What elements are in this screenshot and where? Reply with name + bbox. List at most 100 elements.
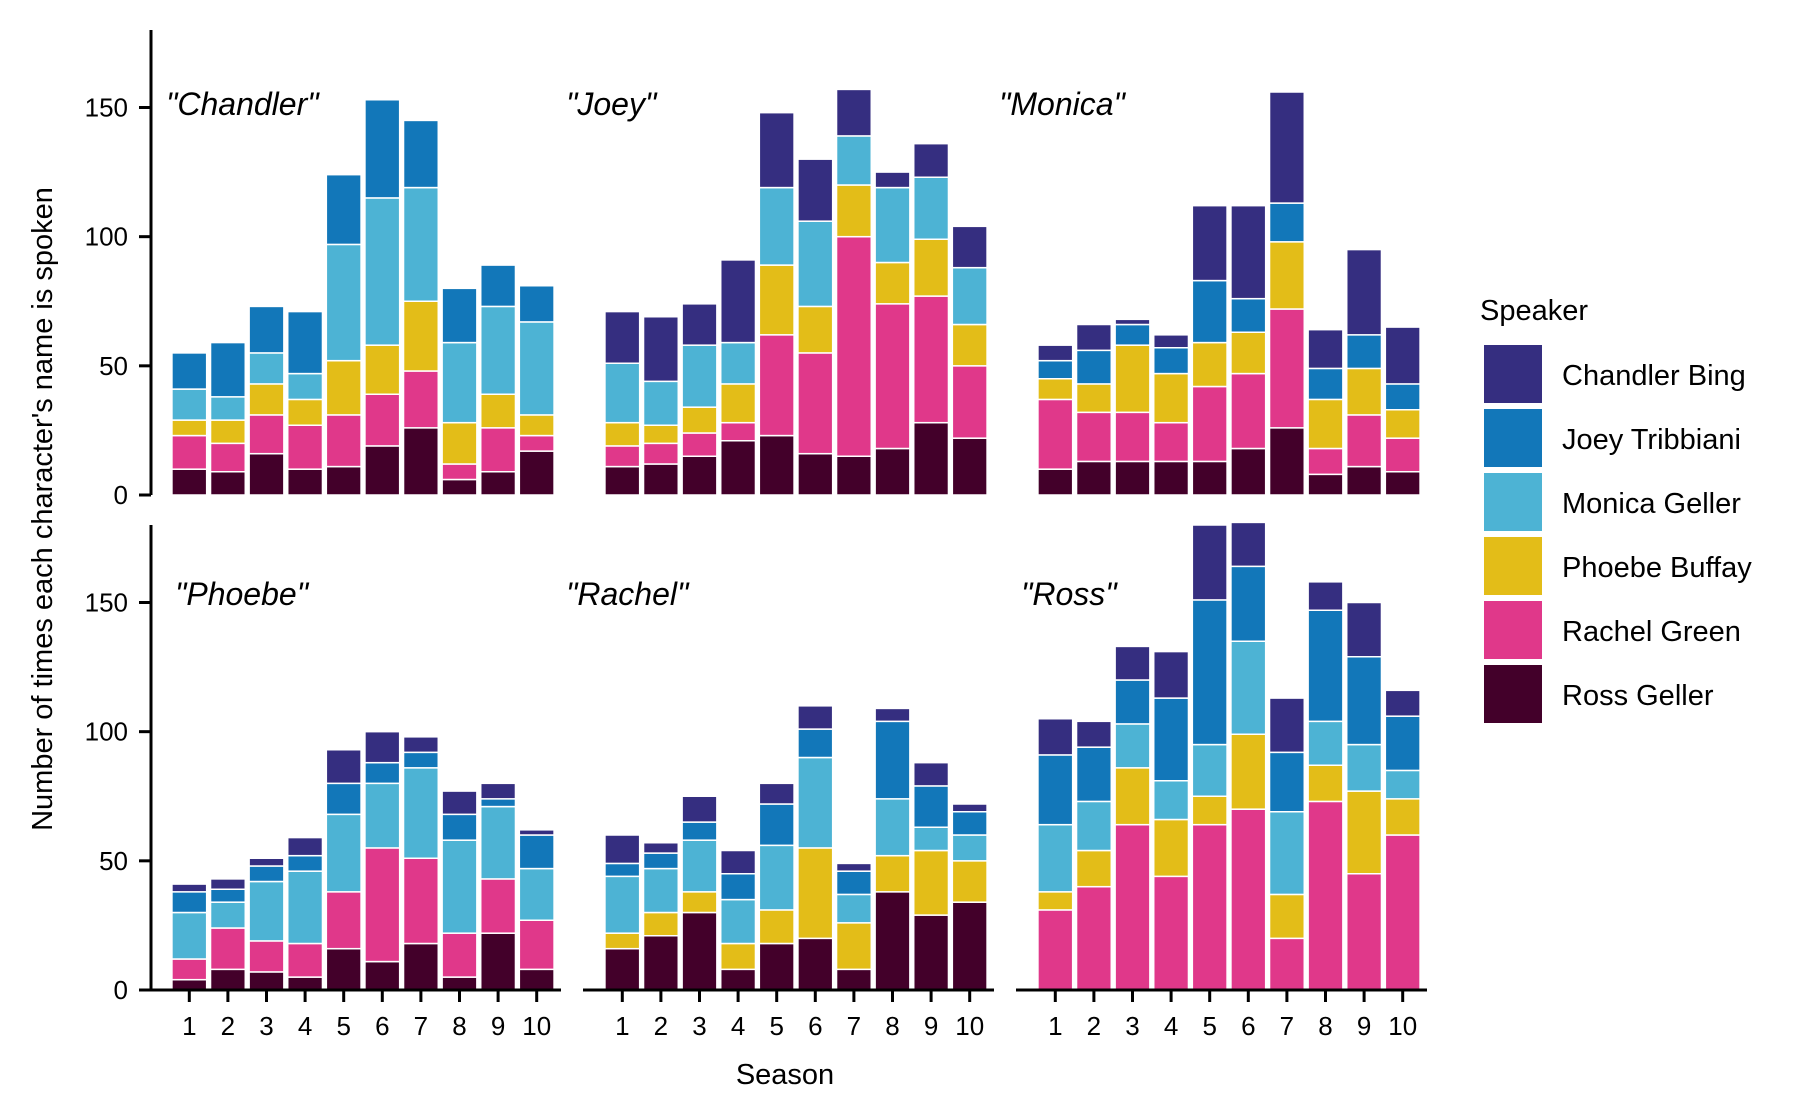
bar-segment — [518, 414, 555, 437]
bar-segment — [912, 849, 950, 916]
bar-segment — [1191, 524, 1228, 601]
legend-swatch — [1484, 601, 1542, 659]
x-tick-label: 8 — [885, 1011, 899, 1041]
bar-segment — [1152, 334, 1190, 349]
bar-segment — [1191, 599, 1228, 746]
bar-segment — [951, 834, 988, 862]
bar-segment — [1307, 581, 1344, 611]
bar-segment — [797, 220, 834, 308]
x-axis-title: Season — [736, 1059, 834, 1091]
bar-segment — [518, 285, 555, 323]
bar-segment — [1345, 414, 1383, 468]
y-tick-label: 100 — [85, 717, 128, 747]
panel: "Rachel" — [566, 576, 988, 991]
panel-title: "Phoebe" — [175, 576, 310, 612]
x-tick-label: 1 — [1048, 1011, 1062, 1041]
bar-segment — [325, 891, 362, 950]
bar-segment — [248, 305, 285, 354]
bar-segment — [286, 468, 324, 496]
bar-segment — [951, 323, 988, 367]
bar-segment — [1037, 891, 1074, 911]
bar-segment — [248, 880, 285, 942]
bar-segment — [835, 893, 873, 924]
bar-segment — [325, 749, 362, 785]
bar-segment — [248, 383, 285, 416]
bar-segment — [171, 978, 208, 991]
bar-segment — [441, 790, 478, 816]
y-tick-label: 50 — [99, 351, 128, 381]
bar-segment — [1114, 645, 1151, 681]
bar-segment — [797, 847, 834, 940]
bar-segment — [951, 901, 988, 991]
bar-segment — [642, 442, 680, 465]
bar-segment — [951, 803, 988, 813]
bar-segment — [1345, 873, 1383, 991]
bar-segment — [1152, 421, 1190, 463]
bar-segment — [835, 88, 873, 137]
legend-swatch — [1484, 345, 1542, 403]
bar-segment — [1114, 344, 1151, 414]
bar-segment — [719, 942, 757, 971]
bar-segment — [171, 434, 208, 470]
bar-segment — [1075, 720, 1113, 748]
bar-segment — [1268, 811, 1306, 896]
bar-segment — [719, 259, 757, 344]
bar-segment — [1384, 383, 1421, 411]
x-tick-label: 1 — [615, 1011, 629, 1041]
bar-segment — [364, 730, 401, 764]
bar-segment — [171, 883, 208, 893]
bar-segment — [604, 445, 641, 468]
bar-segment — [758, 186, 795, 266]
bar-segment — [1075, 349, 1113, 385]
bar-segment — [171, 468, 208, 496]
bar-segment — [1268, 697, 1306, 754]
bar-segment — [758, 111, 795, 189]
bar-segment — [1384, 715, 1421, 772]
bar-segment — [479, 798, 517, 808]
bar-segment — [681, 891, 718, 914]
legend-title: Speaker — [1480, 295, 1588, 327]
bar-segment — [1152, 372, 1190, 424]
bar-segment — [325, 359, 362, 416]
bar-segment — [1230, 331, 1267, 375]
bar-segment — [1345, 465, 1383, 496]
bar-segment — [1075, 411, 1113, 463]
panel: "Ross" — [1021, 521, 1421, 991]
bar-segment — [1345, 601, 1383, 658]
bar-segment — [286, 870, 324, 945]
legend-item: Chandler Bing — [1484, 345, 1746, 403]
bar-segment — [286, 310, 324, 375]
bar-segment — [1152, 697, 1190, 782]
bar-segment — [402, 370, 440, 429]
bar-segment — [874, 891, 911, 991]
bar-segment — [209, 901, 247, 929]
bar-segment — [1114, 460, 1151, 496]
bar-segment — [719, 849, 757, 875]
bar-segment — [1268, 893, 1306, 940]
bar-segment — [286, 398, 324, 426]
bar-segment — [325, 465, 362, 496]
panel-title: "Monica" — [999, 86, 1127, 122]
bar-segment — [1345, 334, 1383, 370]
bar-segment — [1384, 437, 1421, 473]
y-axis-title: Number of times each character's name is… — [27, 187, 59, 831]
bar-segment — [1307, 398, 1344, 450]
bar-segment — [1191, 341, 1228, 388]
bar-segment — [1191, 743, 1228, 797]
bar-segment — [1114, 318, 1151, 326]
bar-segment — [171, 911, 208, 960]
bar-segment — [402, 119, 440, 189]
bar-segment — [364, 99, 401, 199]
x-tick-label: 2 — [1087, 1011, 1101, 1041]
bar-segment — [209, 341, 247, 398]
bar-segment — [248, 452, 285, 496]
x-tick-label: 9 — [1357, 1011, 1371, 1041]
bar-segment — [912, 761, 950, 787]
bar-segment — [642, 463, 680, 496]
bar-segment — [912, 238, 950, 297]
bar-segment — [604, 932, 641, 950]
bar-segment — [209, 878, 247, 891]
x-tick-label: 3 — [259, 1011, 273, 1041]
x-tick-label: 5 — [336, 1011, 350, 1041]
